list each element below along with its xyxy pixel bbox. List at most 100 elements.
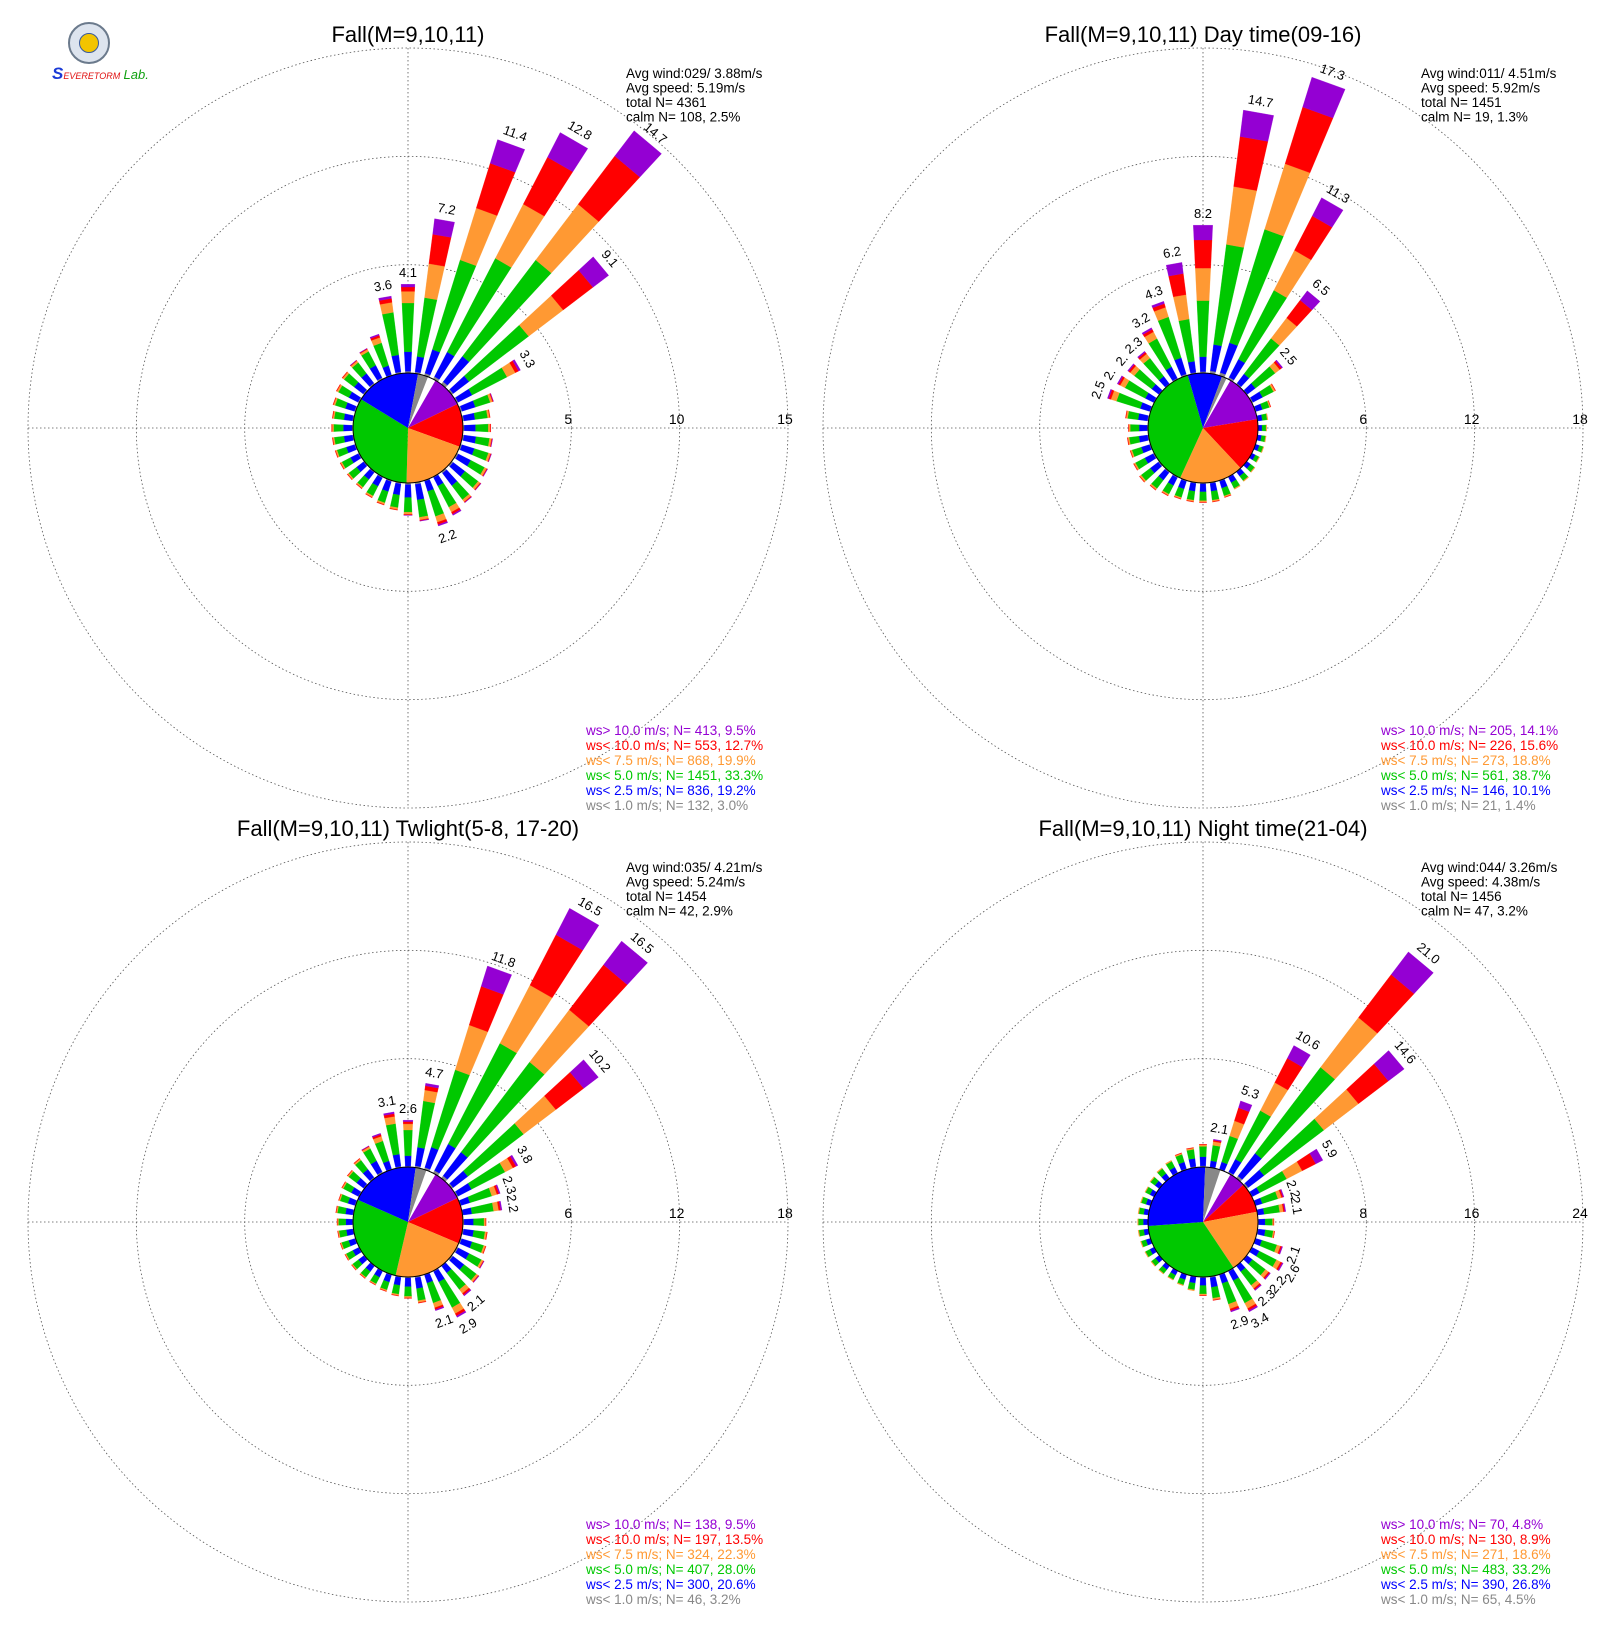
petal-seg-lt10 [476, 163, 516, 216]
petal-seg-lt7_5 [1233, 484, 1241, 490]
petal-seg-lt10 [1212, 1298, 1221, 1301]
stats-line: Avg wind:044/ 3.26m/s [1421, 860, 1558, 875]
pie-outline [1147, 372, 1259, 484]
ring-tick-label: 10 [669, 411, 685, 427]
petal-seg-lt5 [1196, 300, 1210, 357]
petal-value-label: 2.1 [1209, 1120, 1229, 1138]
stats-line: calm N= 42, 2.9% [626, 904, 733, 919]
petal-seg-gt10 [614, 130, 662, 178]
petal-seg-lt2_5 [1258, 425, 1263, 431]
petal-seg-lt10 [334, 450, 339, 458]
petal-seg-lt2_5 [1258, 1218, 1266, 1226]
petal-value-label: 2. [1100, 366, 1118, 383]
petal-seg-lt5 [333, 424, 344, 432]
petal-seg-lt10 [365, 493, 373, 499]
stats-line: calm N= 108, 2.5% [626, 110, 740, 125]
petal-seg-gt10 [400, 284, 416, 288]
petal-seg-lt5 [403, 1129, 413, 1156]
petal-seg-gt10 [490, 393, 494, 402]
petal-seg-lt7_5 [403, 1123, 413, 1131]
petal-seg-lt7_5 [1165, 1160, 1172, 1165]
petal-seg-lt5 [472, 394, 491, 408]
petal-seg-lt7_5 [1264, 163, 1311, 237]
petal-seg-lt10 [379, 1288, 387, 1292]
ring-tick-label: 15 [777, 411, 793, 427]
petal-seg-lt2_5 [1210, 344, 1222, 372]
petal-seg-lt5 [474, 436, 490, 447]
petal-seg-lt2_5 [462, 1228, 474, 1237]
petal-seg-lt7_5 [1137, 1230, 1140, 1237]
petal-value-label: 2.3 [1122, 334, 1145, 357]
petal-seg-lt2_5 [1137, 413, 1149, 422]
legend-entry: ws< 10.0 m/s; N= 226, 15.6% [1380, 738, 1558, 753]
petal-seg-lt7_5 [455, 1024, 488, 1076]
petal-seg-lt5 [472, 448, 489, 461]
petal-seg-gt10 [1312, 197, 1344, 228]
petal-seg-lt5 [473, 1218, 485, 1226]
petal-seg-lt2_5 [404, 1277, 412, 1287]
petal-seg-lt10 [353, 1158, 361, 1164]
petal-seg-gt10 [371, 1133, 381, 1138]
petal-value-label: 2.2 [436, 526, 458, 546]
petal-seg-lt7_5 [1199, 500, 1207, 503]
petal-seg-lt5 [1186, 1149, 1196, 1160]
petal-seg-lt7_5 [495, 203, 545, 268]
petal-seg-gt10 [482, 468, 488, 477]
petal-seg-lt7_5 [1156, 1167, 1163, 1173]
petal-seg-lt2_5 [1209, 1160, 1217, 1168]
petal-seg-lt10 [1224, 494, 1232, 498]
petal-seg-lt7_5 [1173, 294, 1190, 322]
petal-seg-lt5 [1263, 1204, 1280, 1215]
stats-line: Avg speed: 4.38m/s [1421, 875, 1540, 890]
petal-seg-gt10 [512, 359, 521, 372]
ring-tick-label: 5 [564, 411, 572, 427]
petal-seg-lt10 [401, 286, 415, 292]
petal-seg-lt7_5 [337, 1218, 339, 1226]
petal-seg-lt5 [382, 312, 399, 357]
petal-seg-lt10 [1149, 484, 1157, 491]
petal-seg-lt5 [338, 1218, 346, 1226]
petal-seg-lt2_5 [392, 482, 402, 496]
petal-seg-lt2_5 [460, 400, 476, 412]
petal-seg-gt10 [419, 519, 429, 522]
wind-rose-panel-4: 8 16 242.15.310.621.014.65.92.22.12.12.62.… [822, 816, 1588, 1607]
petal-value-label: 4.3 [1143, 282, 1165, 302]
petal-seg-lt7_5 [1250, 466, 1256, 473]
panel-title: Fall(M=9,10,11) [331, 22, 484, 47]
petal-seg-gt10 [1254, 1284, 1262, 1291]
petal-seg-lt5 [338, 1229, 348, 1238]
petal-seg-lt10 [403, 1121, 413, 1125]
petal-seg-lt10 [332, 410, 335, 419]
ring-tick-label: 18 [777, 1205, 793, 1221]
petal-value-label: 2.1 [1288, 1195, 1306, 1215]
petal-seg-lt5 [417, 498, 429, 518]
petal-seg-lt5 [1199, 1285, 1207, 1295]
petal-seg-lt5 [1199, 1146, 1207, 1157]
petal-seg-lt7_5 [1150, 1260, 1156, 1267]
pie-slice-lt1 [408, 373, 429, 428]
pie-slice-lt5 [1148, 1222, 1234, 1277]
stats-line: Avg speed: 5.19m/s [626, 81, 745, 96]
petal-seg-lt7_5 [1137, 1218, 1139, 1226]
stats-line: Avg wind:029/ 3.88m/s [626, 66, 763, 81]
petal-seg-lt2_5 [1138, 434, 1149, 443]
petal-seg-lt10 [1161, 491, 1169, 497]
petal-seg-lt5 [1210, 490, 1220, 501]
petal-value-label: 5.3 [1239, 1082, 1261, 1102]
petal-seg-gt10 [1248, 1305, 1258, 1313]
petal-seg-lt2_5 [1199, 1156, 1207, 1167]
petal-seg-lt5 [1199, 491, 1207, 501]
pie-slice-lt2_5 [1148, 1167, 1206, 1227]
petal-seg-lt5 [404, 1286, 412, 1297]
petal-seg-lt5 [1210, 1145, 1221, 1162]
petal-seg-lt5 [1127, 411, 1140, 420]
stats-line: total N= 1451 [1421, 95, 1502, 110]
petal-seg-gt10 [1287, 1045, 1311, 1068]
petal-seg-gt10 [383, 1111, 395, 1116]
petal-seg-lt10 [346, 473, 353, 481]
petal-seg-lt7_5 [488, 423, 491, 433]
petal-seg-gt10 [452, 509, 462, 516]
petal-seg-lt2_5 [343, 413, 354, 422]
petal-seg-lt2_5 [462, 412, 476, 422]
petal-seg-lt5 [373, 342, 389, 368]
